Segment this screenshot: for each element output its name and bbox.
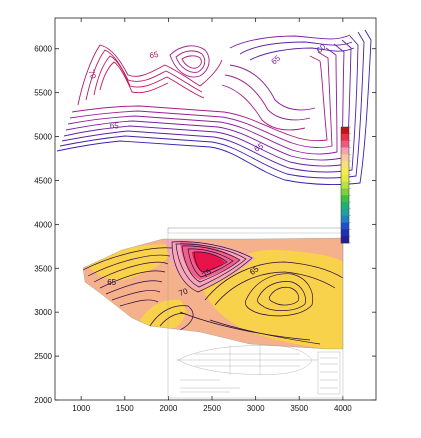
lower-contour-line	[93, 261, 169, 283]
lower-contour-line	[175, 243, 247, 288]
upper-contour-line	[61, 35, 359, 173]
colorbar-swatch	[341, 222, 349, 230]
colorbar-swatch	[341, 161, 349, 169]
upper-contour-field	[56, 29, 372, 185]
colorbar-swatch	[341, 215, 349, 223]
upper-contour-line	[59, 31, 365, 179]
colorbar-swatch	[341, 147, 349, 155]
upper-contour-line	[69, 51, 333, 148]
drawing-legend-lines	[320, 357, 338, 389]
colorbar-swatch	[341, 229, 349, 237]
colorbar-swatch	[341, 127, 349, 135]
y-tick-label: 5500	[34, 89, 52, 98]
upper-contour-line	[99, 61, 169, 94]
y-tick-label: 5000	[34, 133, 52, 142]
x-axis: 1000 1500 2000 2500 3000 3500 4000	[72, 18, 352, 413]
lower-contour-line	[257, 281, 306, 311]
x-tick-label: 1000	[72, 404, 90, 413]
colorbar-swatch	[341, 174, 349, 182]
map-fill-mid	[83, 244, 171, 281]
lower-contour-line	[214, 271, 336, 306]
upper-contour-line	[249, 47, 355, 61]
lower-contour-line	[181, 245, 241, 283]
upper-contour-line	[229, 34, 351, 49]
lower-contour-line	[83, 247, 173, 271]
lower-contour-line	[119, 299, 159, 307]
x-tick-label: 2000	[159, 404, 177, 413]
upper-contour-line	[85, 49, 203, 101]
colorbar-swatch	[341, 208, 349, 217]
lower-contour-line	[244, 273, 314, 317]
y-tick-label: 4500	[34, 176, 52, 185]
y-tick-label: 6000	[34, 45, 52, 54]
y-tick-label: 4000	[34, 220, 52, 229]
contour-label: 70	[86, 69, 98, 81]
upper-contour-line	[67, 47, 338, 155]
contour-label: 65	[149, 50, 160, 61]
colorbar-swatch	[341, 236, 349, 244]
colorbar-swatch	[341, 195, 349, 203]
upper-contour-line	[169, 45, 210, 78]
colorbar-swatch	[341, 133, 349, 141]
y-tick-label: 2000	[34, 396, 52, 405]
drawing-legend-box	[317, 351, 341, 395]
upper-contour-line	[77, 44, 223, 106]
colorbar-swatch	[341, 167, 349, 176]
y-axis: 2000 2500 3000 3500 4000 4500 5000 5500 6000	[34, 45, 376, 405]
lower-contour-line	[105, 280, 163, 295]
lower-contour-line	[193, 251, 228, 273]
x-tick-label: 3000	[247, 404, 265, 413]
map-fill-peak	[192, 251, 225, 272]
colorbar-swatch	[341, 202, 349, 210]
drawing-note-lines	[180, 379, 240, 393]
colorbar	[340, 126, 351, 244]
upper-contour-line	[93, 55, 205, 99]
upper-contour-line	[56, 29, 372, 185]
drawing-titlebar	[167, 227, 344, 234]
lower-contour-line	[171, 241, 253, 293]
upper-contour-line	[71, 55, 328, 142]
colorbar-swatch	[341, 140, 349, 148]
colorbar-swatch	[341, 188, 349, 196]
contour-label: 70	[178, 286, 190, 298]
lower-contour-map	[82, 237, 344, 350]
upper-contour-line	[229, 64, 316, 111]
lower-contour-line	[99, 270, 166, 289]
contour-label: 65	[110, 122, 119, 131]
lower-contour-line	[149, 305, 194, 331]
colorbar-swatch	[341, 154, 349, 162]
colorbar-swatch	[341, 181, 349, 189]
upper-contour-line	[175, 50, 206, 73]
contour-label: 65	[270, 53, 283, 66]
map-outline	[82, 237, 344, 350]
contour-label: 65	[107, 278, 116, 287]
lower-contour-line	[204, 261, 343, 301]
lower-contour-line	[187, 248, 234, 278]
upper-contour-line	[239, 41, 353, 55]
colorbar-border	[340, 126, 350, 244]
upper-contour-line	[224, 74, 311, 121]
lower-contour-line	[159, 313, 187, 327]
lower-contour-line	[111, 290, 161, 301]
upper-contour-line	[65, 43, 345, 161]
contour-label: 65	[253, 141, 266, 154]
y-tick-label: 2500	[34, 352, 52, 361]
x-tick-label: 3500	[290, 404, 308, 413]
y-tick-label: 3500	[34, 264, 52, 273]
lower-contour-line	[179, 311, 311, 341]
upper-contour-line	[221, 84, 306, 131]
lower-contour-line	[87, 254, 171, 277]
upper-contour-line	[181, 55, 202, 69]
x-tick-label: 4000	[334, 404, 352, 413]
x-tick-label: 2500	[203, 404, 221, 413]
hull-detail	[195, 345, 300, 375]
x-tick-label: 1500	[116, 404, 134, 413]
y-tick-label: 3000	[34, 308, 52, 317]
plot-frame	[54, 17, 377, 401]
lower-contour-line	[268, 286, 300, 306]
